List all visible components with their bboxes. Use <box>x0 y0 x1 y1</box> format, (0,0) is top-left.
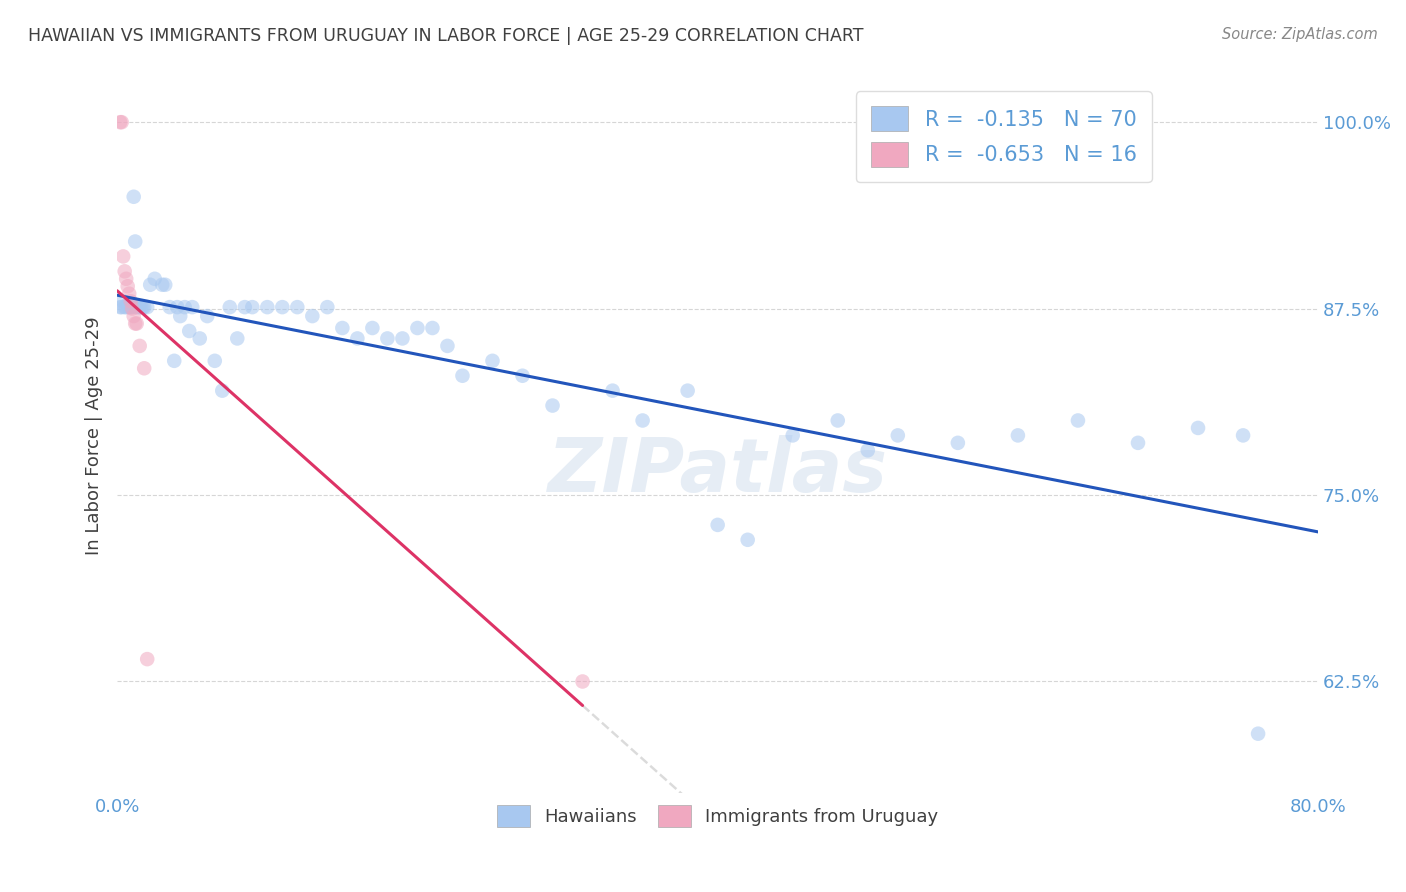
Point <box>122 309 145 323</box>
Point <box>1007 428 1029 442</box>
Point <box>332 321 354 335</box>
Point <box>128 339 150 353</box>
Point <box>128 300 150 314</box>
Point <box>169 309 191 323</box>
Point <box>139 277 162 292</box>
Point <box>1187 421 1209 435</box>
Point <box>179 324 201 338</box>
Point <box>134 300 156 314</box>
Point <box>782 428 804 442</box>
Point <box>112 294 135 309</box>
Point <box>706 517 728 532</box>
Point <box>512 368 534 383</box>
Point <box>195 309 218 323</box>
Point <box>256 300 278 314</box>
Point <box>114 300 136 314</box>
Point <box>316 300 339 314</box>
Point <box>226 331 249 345</box>
Point <box>1247 727 1270 741</box>
Point <box>124 317 146 331</box>
Point <box>108 115 131 129</box>
Point <box>121 300 143 314</box>
Point <box>571 674 593 689</box>
Point <box>111 115 134 129</box>
Point <box>159 300 181 314</box>
Point <box>129 300 152 314</box>
Point <box>676 384 699 398</box>
Point <box>285 300 308 314</box>
Point <box>181 300 204 314</box>
Point <box>1126 435 1149 450</box>
Point <box>887 428 910 442</box>
Point <box>204 354 226 368</box>
Point <box>233 300 256 314</box>
Point <box>111 300 134 314</box>
Point <box>541 399 564 413</box>
Point <box>132 300 155 314</box>
Point <box>115 300 138 314</box>
Point <box>361 321 384 335</box>
Point <box>391 331 413 345</box>
Point <box>108 300 131 314</box>
Point <box>377 331 399 345</box>
Point <box>436 339 458 353</box>
Point <box>121 301 143 316</box>
Point <box>451 368 474 383</box>
Point <box>631 413 654 427</box>
Point <box>115 272 138 286</box>
Y-axis label: In Labor Force | Age 25-29: In Labor Force | Age 25-29 <box>86 316 103 555</box>
Point <box>422 321 444 335</box>
Point <box>112 249 135 263</box>
Text: ZIPatlas: ZIPatlas <box>548 434 887 508</box>
Point <box>188 331 211 345</box>
Point <box>117 279 139 293</box>
Point <box>150 277 173 292</box>
Point <box>346 331 368 345</box>
Point <box>406 321 429 335</box>
Point <box>218 300 240 314</box>
Point <box>117 297 139 311</box>
Point <box>166 300 188 314</box>
Point <box>173 300 195 314</box>
Point <box>114 264 136 278</box>
Point <box>827 413 849 427</box>
Point <box>1232 428 1254 442</box>
Point <box>143 272 166 286</box>
Point <box>134 361 156 376</box>
Point <box>118 300 141 314</box>
Point <box>136 300 159 314</box>
Point <box>118 286 141 301</box>
Point <box>125 317 148 331</box>
Text: Source: ZipAtlas.com: Source: ZipAtlas.com <box>1222 27 1378 42</box>
Point <box>155 277 177 292</box>
Point <box>602 384 624 398</box>
Point <box>856 443 879 458</box>
Point <box>125 300 148 314</box>
Point <box>122 190 145 204</box>
Legend: Hawaiians, Immigrants from Uruguay: Hawaiians, Immigrants from Uruguay <box>489 798 946 834</box>
Point <box>163 354 186 368</box>
Point <box>211 384 233 398</box>
Point <box>120 294 142 309</box>
Point <box>124 235 146 249</box>
Point <box>240 300 263 314</box>
Point <box>737 533 759 547</box>
Text: HAWAIIAN VS IMMIGRANTS FROM URUGUAY IN LABOR FORCE | AGE 25-29 CORRELATION CHART: HAWAIIAN VS IMMIGRANTS FROM URUGUAY IN L… <box>28 27 863 45</box>
Point <box>127 300 149 314</box>
Point <box>271 300 294 314</box>
Point <box>481 354 503 368</box>
Point <box>1067 413 1090 427</box>
Point <box>120 300 142 314</box>
Point <box>136 652 159 666</box>
Point <box>301 309 323 323</box>
Point <box>946 435 969 450</box>
